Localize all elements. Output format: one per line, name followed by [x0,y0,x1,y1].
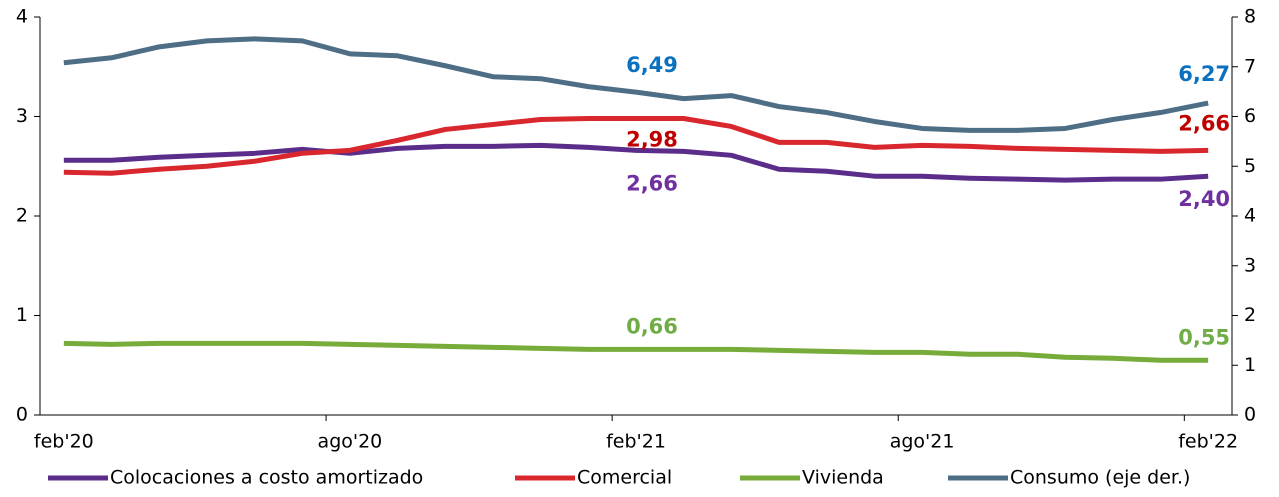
series-line [63,115,1209,176]
data-label: 2,66 [1178,111,1230,135]
y-tick-label: 0 [16,404,28,426]
data-label: 2,98 [626,127,678,151]
data-label: 6,27 [1178,62,1230,86]
x-tick-label: feb'21 [606,431,666,453]
x-tick-label: feb'20 [34,431,94,453]
x-tick-label: feb'22 [1178,431,1238,453]
y2-tick-label: 1 [1244,354,1256,376]
y2-tick-label: 3 [1244,254,1256,276]
y2-tick-label: 5 [1244,155,1256,177]
y-tick-label: 2 [16,205,28,227]
data-label: 2,66 [626,171,678,195]
y2-tick-label: 8 [1244,6,1256,28]
y-tick-label: 4 [16,6,28,28]
y-tick-label: 1 [16,304,28,326]
y2-tick-label: 7 [1244,55,1256,77]
y2-tick-label: 4 [1244,205,1256,227]
data-label: 2,40 [1178,187,1230,211]
legend-label: Consumo (eje der.) [1010,467,1190,489]
series-line [63,142,1209,183]
y2-tick-label: 0 [1244,404,1256,426]
y2-tick-label: 6 [1244,105,1256,127]
series-line [63,340,1209,363]
series-line [63,36,1209,133]
legend-label: Comercial [577,467,672,489]
y-tick-label: 3 [16,105,28,127]
legend-label: Vivienda [802,467,884,489]
x-tick-label: ago'20 [318,431,383,453]
data-label: 0,55 [1178,325,1230,349]
data-label: 6,49 [626,53,678,77]
legend-label: Colocaciones a costo amortizado [110,467,423,489]
x-tick-label: ago'21 [890,431,955,453]
data-label: 0,66 [626,314,678,338]
y2-tick-label: 2 [1244,304,1256,326]
